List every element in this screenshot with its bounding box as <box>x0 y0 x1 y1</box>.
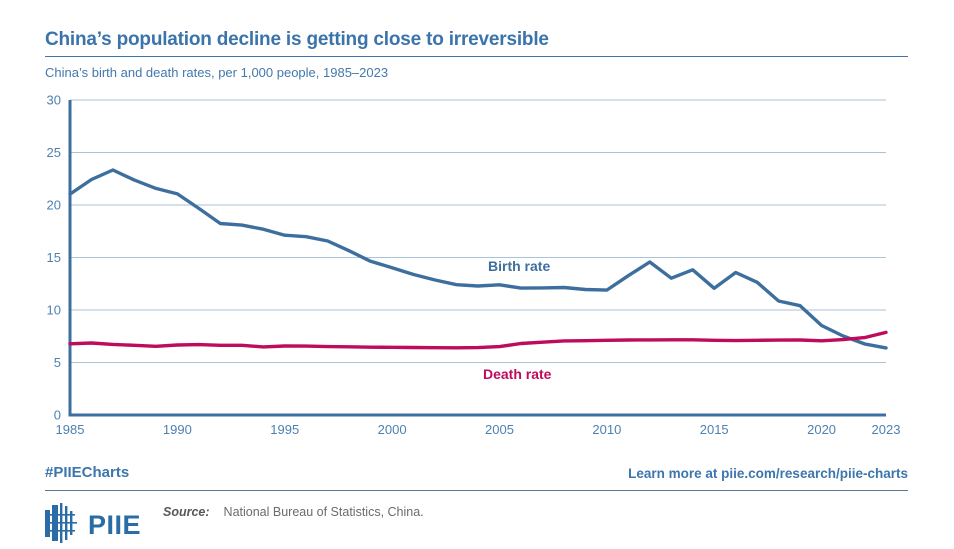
piie-logo-wordmark: PIIE <box>88 510 142 540</box>
series-line-death-rate <box>68 330 888 350</box>
source-text: National Bureau of Statistics, China. <box>223 505 424 519</box>
x-tick-label-2015: 2015 <box>700 422 729 437</box>
learn-more-link[interactable]: Learn more at piie.com/research/piie-cha… <box>628 466 908 481</box>
piie-logo-icon <box>45 503 79 548</box>
x-tick-label-1985: 1985 <box>56 422 85 437</box>
title-divider <box>45 56 908 57</box>
hashtag-label: #PIIECharts <box>45 464 130 481</box>
series-line-birth-rate <box>68 168 888 350</box>
y-tick-label-10: 10 <box>47 303 61 318</box>
y-tick-label-0: 0 <box>54 408 61 423</box>
footer-divider <box>45 490 908 491</box>
y-tick-label-25: 25 <box>47 145 61 160</box>
series-label-death-rate: Death rate <box>483 366 552 382</box>
x-tick-label-2005: 2005 <box>485 422 514 437</box>
y-tick-label-5: 5 <box>54 355 61 370</box>
series-label-birth-rate: Birth rate <box>488 258 550 274</box>
line-chart: 0 5 10 15 20 25 30 1985 1990 1995 2000 2005 2010 2015… <box>47 93 901 438</box>
source-line: Source: National Bureau of Statistics, Ch… <box>163 505 424 519</box>
y-tick-label-30: 30 <box>47 93 61 108</box>
page-title: China’s population decline is getting cl… <box>45 29 549 50</box>
y-tick-label-20: 20 <box>47 198 61 213</box>
x-tick-label-2020: 2020 <box>807 422 836 437</box>
x-tick-label-2000: 2000 <box>378 422 407 437</box>
piie-logo: PIIE <box>45 503 141 548</box>
x-tick-label-2023: 2023 <box>872 422 901 437</box>
x-tick-label-1995: 1995 <box>270 422 299 437</box>
y-tick-label-15: 15 <box>47 250 61 265</box>
x-tick-label-2010: 2010 <box>592 422 621 437</box>
x-tick-label-1990: 1990 <box>163 422 192 437</box>
chart-subtitle: China’s birth and death rates, per 1,000… <box>45 65 389 80</box>
source-label: Source: <box>163 505 210 519</box>
